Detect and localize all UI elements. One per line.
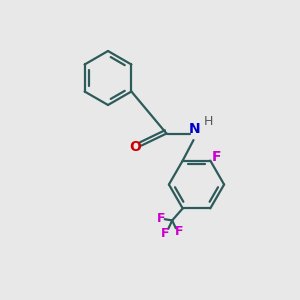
Text: F: F bbox=[175, 225, 183, 238]
Text: O: O bbox=[129, 140, 141, 154]
Text: F: F bbox=[161, 226, 170, 239]
Text: H: H bbox=[204, 115, 213, 128]
Text: N: N bbox=[189, 122, 201, 136]
Text: F: F bbox=[157, 212, 165, 225]
Text: F: F bbox=[212, 150, 222, 164]
